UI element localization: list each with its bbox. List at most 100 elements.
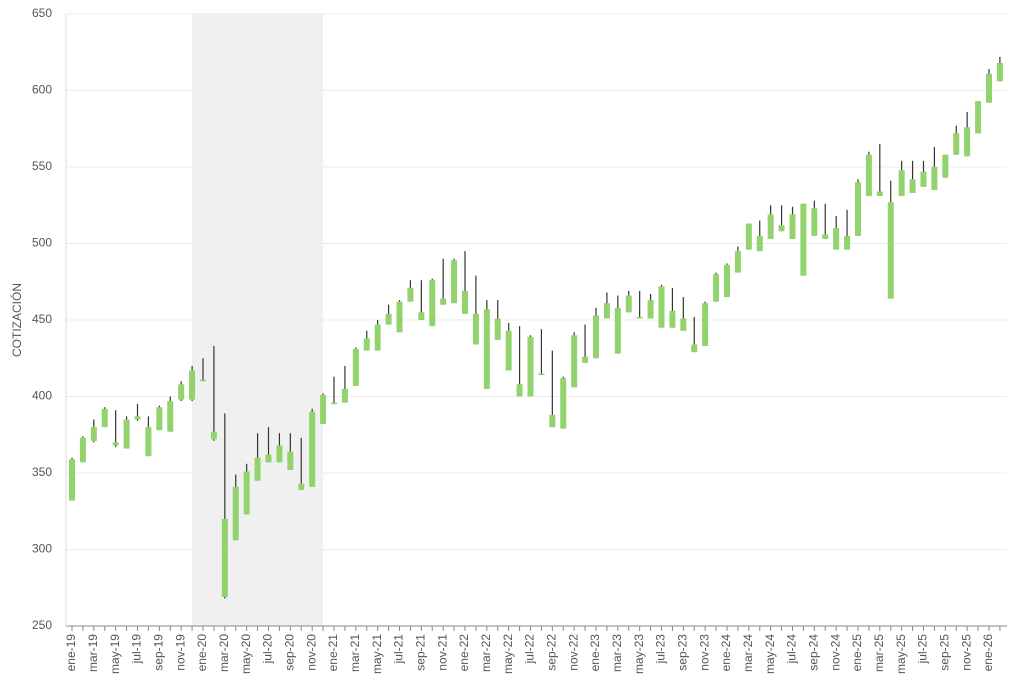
- candle-body: [494, 318, 501, 340]
- candle-body: [320, 394, 327, 425]
- x-tick-label: jul-19: [130, 634, 144, 665]
- y-tick-label: 500: [32, 236, 52, 250]
- x-tick-label: nov-25: [959, 634, 973, 671]
- x-tick-label: may-20: [239, 634, 253, 674]
- y-tick-label: 450: [32, 312, 52, 326]
- x-tick-label: sep-19: [152, 634, 166, 671]
- candle-body: [178, 384, 185, 400]
- x-tick-label: may-21: [370, 634, 384, 674]
- x-tick-label: mar-21: [348, 634, 362, 672]
- candle-body: [560, 378, 567, 429]
- candle-body: [254, 457, 261, 481]
- x-tick-label: mar-25: [872, 634, 886, 672]
- x-tick-label: ene-19: [64, 634, 78, 672]
- candle-body: [407, 287, 414, 302]
- candle-body: [352, 349, 359, 386]
- candle-body: [844, 235, 851, 250]
- candle-body: [374, 324, 381, 351]
- candle-body: [898, 170, 905, 197]
- candle-body: [145, 427, 152, 457]
- candle-body: [647, 300, 654, 319]
- candle-body: [833, 228, 840, 250]
- y-tick-label: 350: [32, 465, 52, 479]
- x-tick-label: mar-19: [86, 634, 100, 672]
- x-tick-label: sep-21: [414, 634, 428, 671]
- candle-body: [134, 416, 141, 420]
- x-tick-label: sep-24: [806, 634, 820, 671]
- candle-body: [964, 127, 971, 157]
- candle-body: [101, 408, 108, 428]
- candle-body: [603, 303, 610, 319]
- candle-body: [625, 295, 632, 313]
- candle-body: [79, 437, 86, 463]
- candle-body: [854, 182, 861, 236]
- candle-body: [658, 286, 665, 328]
- candle-body: [614, 307, 621, 354]
- x-tick-label: sep-23: [675, 634, 689, 671]
- candle-body: [265, 454, 272, 463]
- candle-body: [472, 313, 479, 345]
- x-tick-label: jul-22: [523, 634, 537, 665]
- x-tick-label: may-22: [501, 634, 515, 674]
- candle-body: [309, 411, 316, 487]
- candle-body: [429, 280, 436, 327]
- candle-body: [276, 445, 283, 463]
- candle-body: [996, 62, 1003, 82]
- x-tick-label: nov-19: [173, 634, 187, 671]
- candle-body: [909, 179, 916, 194]
- y-tick-label: 600: [32, 83, 52, 97]
- y-tick-label: 550: [32, 159, 52, 173]
- x-tick-label: jul-24: [785, 634, 799, 665]
- y-tick-label: 250: [32, 618, 52, 632]
- candle-body: [778, 225, 785, 232]
- candle-body: [582, 356, 589, 363]
- candle-body: [767, 214, 774, 239]
- candle-body: [592, 315, 599, 359]
- candle-body: [680, 318, 687, 331]
- candle-body: [418, 312, 425, 320]
- x-tick-label: nov-21: [435, 634, 449, 671]
- candle-body: [516, 384, 523, 397]
- candle-body: [505, 330, 512, 371]
- candle-body: [931, 167, 938, 190]
- candle-body: [975, 101, 982, 134]
- candle-body: [461, 290, 468, 314]
- candle-body: [396, 301, 403, 333]
- candle-body: [985, 73, 992, 103]
- candle-body: [953, 133, 960, 155]
- candle-body: [789, 214, 796, 239]
- candle-body: [287, 451, 294, 470]
- x-tick-label: mar-22: [479, 634, 493, 672]
- candle-body: [69, 459, 76, 501]
- y-tick-label: 650: [32, 6, 52, 20]
- x-tick-label: sep-20: [283, 634, 297, 671]
- candle-body: [527, 336, 534, 397]
- candle-body: [221, 518, 228, 597]
- x-tick-label: nov-24: [828, 634, 842, 671]
- x-tick-label: may-23: [632, 634, 646, 674]
- x-tick-label: jul-21: [392, 634, 406, 665]
- x-tick-label: nov-23: [697, 634, 711, 671]
- x-tick-label: may-25: [894, 634, 908, 674]
- candle-body: [90, 427, 97, 441]
- x-tick-label: mar-23: [610, 634, 624, 672]
- candle-body: [451, 260, 458, 304]
- candle-body: [385, 313, 392, 325]
- candle-body: [669, 310, 676, 328]
- candle-body: [571, 335, 578, 388]
- x-tick-label: ene-21: [326, 634, 340, 672]
- candle-body: [887, 202, 894, 299]
- y-tick-label: 300: [32, 542, 52, 556]
- candle-body: [123, 419, 130, 449]
- candle-body: [243, 471, 250, 515]
- x-tick-label: ene-26: [981, 634, 995, 672]
- candle-body: [538, 373, 545, 376]
- candle-body: [298, 483, 305, 490]
- candle-body: [636, 316, 643, 319]
- x-tick-label: jul-20: [261, 634, 275, 665]
- candle-body: [330, 402, 337, 405]
- candle-body: [756, 235, 763, 252]
- candle-body: [440, 298, 447, 305]
- candle-body: [702, 303, 709, 347]
